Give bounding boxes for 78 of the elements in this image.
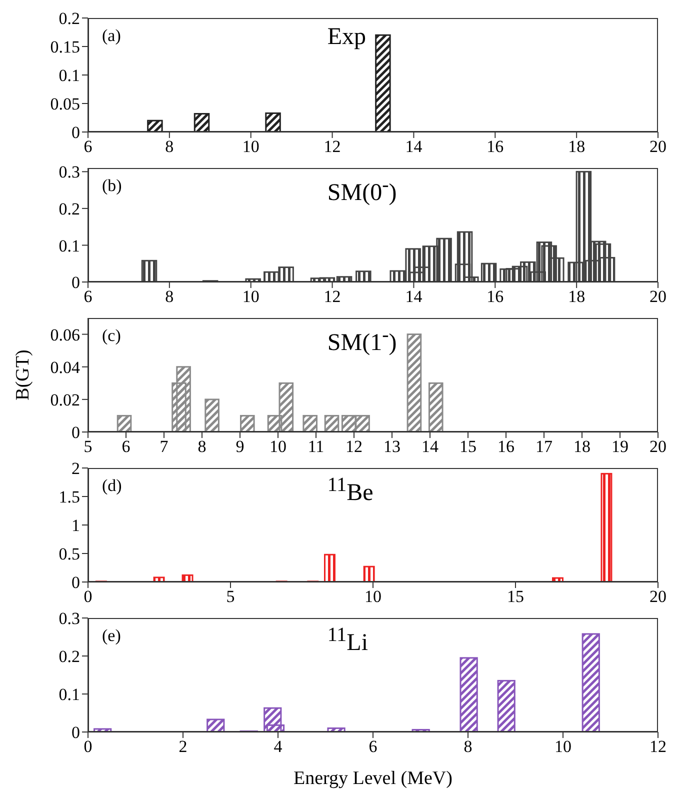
y-tick-label: 0.06 — [50, 325, 80, 344]
x-tick-label: 20 — [650, 137, 666, 156]
x-tick-label: 0 — [84, 587, 92, 606]
y-tick-label: 0 — [72, 573, 80, 592]
x-tick-label: 10 — [364, 587, 382, 606]
x-tick-label: 10 — [554, 737, 572, 756]
annotation: Exp — [327, 24, 366, 51]
annotation: $^{11}$Li — [327, 624, 368, 657]
x-tick-label: 14 — [405, 137, 423, 156]
y-tick-label: 0 — [72, 123, 80, 142]
x-axis-title: Energy Level (MeV) — [294, 768, 452, 789]
x-tick-label: 12 — [324, 137, 341, 156]
annotation: (a) — [102, 26, 121, 46]
y-tick-label: 0.02 — [50, 390, 80, 410]
x-tick-label: 18 — [574, 437, 590, 456]
x-tick-label: 10 — [242, 287, 260, 306]
annotation: SM(1$^{-}$) — [327, 324, 397, 357]
x-tick-label: 14 — [422, 437, 439, 456]
annotation: (c) — [102, 326, 121, 346]
y-tick-label: 0 — [72, 273, 80, 292]
x-tick-label: 5 — [84, 437, 92, 456]
x-tick-label: 8 — [464, 737, 472, 756]
y-tick-label: 0.04 — [50, 358, 80, 377]
y-tick-label: 1 — [72, 516, 80, 536]
y-tick-label: 0.1 — [58, 236, 80, 256]
y-tick-label: 0.2 — [58, 9, 80, 28]
x-tick-label: 20 — [650, 437, 666, 456]
x-tick-label: 8 — [165, 137, 174, 156]
x-tick-label: 6 — [122, 437, 130, 456]
x-tick-label: 9 — [236, 437, 244, 456]
annotation: (e) — [102, 626, 121, 646]
x-tick-label: 5 — [226, 587, 235, 606]
x-tick-label: 20 — [650, 287, 666, 306]
annotation: (d) — [102, 476, 122, 496]
y-tick-label: 0.2 — [58, 647, 80, 666]
x-tick-label: 8 — [198, 437, 206, 456]
x-tick-label: 16 — [486, 137, 504, 156]
x-tick-label: 4 — [274, 737, 283, 756]
x-tick-label: 10 — [270, 437, 286, 456]
y-tick-label: 0.3 — [58, 609, 80, 628]
x-tick-label: 16 — [498, 437, 514, 456]
x-tick-label: 12 — [346, 437, 362, 456]
x-tick-label: 7 — [160, 437, 169, 456]
x-tick-label: 16 — [486, 287, 504, 306]
x-tick-label: 11 — [308, 437, 324, 456]
x-tick-label: 19 — [612, 437, 628, 456]
x-tick-label: 0 — [84, 737, 92, 756]
y-tick-label: 1.5 — [58, 488, 80, 507]
x-tick-label: 10 — [242, 137, 260, 156]
y-tick-label: 0.3 — [58, 162, 80, 182]
x-tick-label: 12 — [650, 737, 666, 756]
y-tick-label: 2 — [72, 459, 80, 478]
x-tick-label: 15 — [460, 437, 476, 456]
x-tick-label: 13 — [384, 437, 400, 456]
y-tick-label: 0 — [72, 423, 80, 442]
x-tick-label: 8 — [165, 287, 174, 306]
x-tick-label: 2 — [178, 737, 188, 756]
y-axis-title: B(GT) — [12, 350, 34, 400]
y-tick-label: 0.15 — [50, 38, 80, 57]
y-tick-label: 0 — [72, 723, 80, 742]
annotation: (b) — [102, 176, 122, 196]
y-tick-label: 0.05 — [50, 94, 80, 114]
x-tick-label: 6 — [84, 287, 92, 306]
x-tick-label: 18 — [568, 287, 586, 306]
x-tick-label: 17 — [536, 437, 553, 456]
x-tick-label: 12 — [324, 287, 341, 306]
y-tick-label: 0.1 — [58, 66, 80, 86]
x-tick-label: 6 — [84, 137, 92, 156]
x-tick-label: 14 — [405, 287, 423, 306]
x-tick-label: 20 — [650, 587, 666, 606]
x-tick-label: 6 — [368, 737, 378, 756]
annotation: $^{11}$Be — [327, 474, 374, 507]
y-tick-label: 0.5 — [58, 544, 80, 564]
annotation: SM(0$^{-}$) — [327, 174, 397, 207]
x-tick-label: 18 — [568, 137, 586, 156]
y-tick-label: 0.1 — [58, 685, 80, 704]
y-tick-label: 0.2 — [58, 199, 80, 218]
x-tick-label: 15 — [507, 587, 524, 606]
